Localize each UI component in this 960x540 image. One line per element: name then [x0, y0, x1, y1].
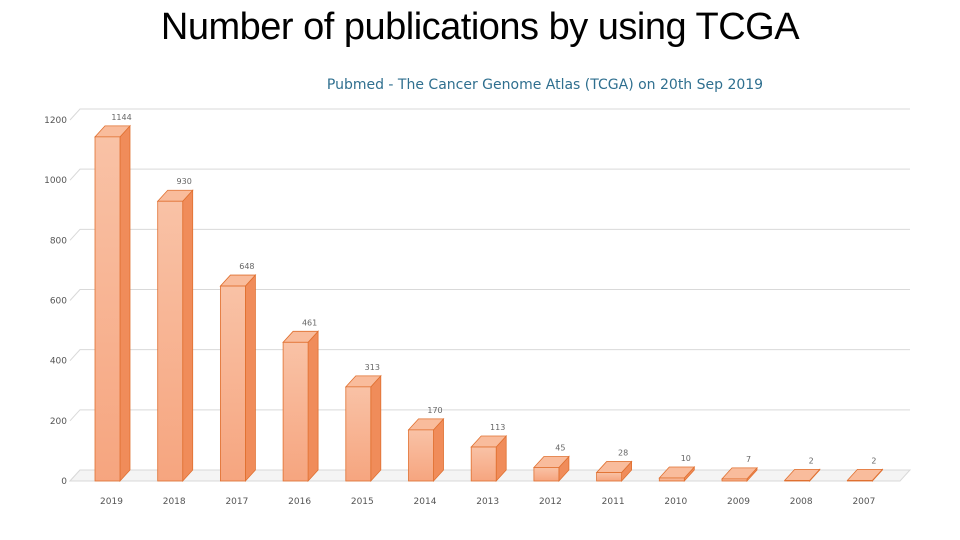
x-tick-label: 2012 [539, 497, 562, 507]
bar-side [370, 374, 382, 483]
bar-front [784, 479, 811, 482]
data-label: 28 [618, 449, 628, 458]
data-label: 313 [365, 363, 380, 372]
bar-2013 [470, 434, 508, 483]
bar-front [408, 429, 434, 482]
x-tick-label: 2018 [163, 497, 186, 507]
data-label: 648 [239, 262, 254, 271]
x-tick-label: 2011 [602, 497, 625, 507]
bar-front [470, 446, 497, 482]
bar-side [244, 274, 256, 483]
bar-2015 [344, 374, 382, 483]
x-tick-label: 2014 [414, 497, 437, 507]
bar-2010 [658, 465, 696, 483]
gridline [69, 409, 910, 422]
gridline [69, 349, 910, 362]
bar-2011 [595, 460, 633, 483]
bar-front [219, 285, 246, 482]
bar-front [658, 477, 685, 482]
y-tick-label: 1200 [44, 116, 67, 126]
bar-2008 [783, 468, 821, 483]
chart-title: Pubmed - The Cancer Genome Atlas (TCGA) … [326, 77, 764, 93]
data-label: 45 [555, 443, 565, 452]
bar-2012 [532, 455, 570, 483]
bar-2017 [219, 274, 257, 483]
bar-2007 [846, 468, 884, 483]
data-label: 930 [177, 177, 192, 186]
y-tick-label: 600 [50, 297, 67, 307]
data-label: 1144 [111, 113, 131, 122]
bar-2014 [407, 417, 445, 483]
bar-front [345, 386, 372, 482]
x-axis-ticks: 2019 2018 2017 2016 2015 2014 2013 2012 2011 2010… [100, 497, 875, 507]
data-label: 2 [871, 456, 876, 465]
bar-side [307, 330, 319, 483]
bar-front [721, 478, 748, 482]
gridline [69, 228, 910, 241]
bar-2009 [721, 466, 758, 483]
bar-front [94, 136, 121, 482]
x-tick-label: 2017 [225, 497, 248, 507]
x-tick-label: 2015 [351, 497, 374, 507]
slide-title: Number of publications by using TCGA [160, 6, 800, 48]
bar-front [596, 472, 622, 482]
bar-2016 [282, 330, 320, 483]
bar-front [157, 200, 184, 482]
y-tick-label: 400 [50, 357, 67, 367]
y-tick-label: 800 [50, 236, 67, 246]
data-labels: 1144 930 648 461 313 170 113 45 28 10 7 2 2 [111, 113, 876, 466]
data-label: 170 [427, 406, 442, 415]
data-label: 113 [490, 423, 505, 432]
x-tick-label: 2010 [664, 497, 687, 507]
gridline [69, 108, 910, 121]
bar-2019 [94, 124, 131, 483]
x-tick-label: 2007 [852, 497, 875, 507]
y-tick-label: 1000 [44, 176, 67, 186]
bars [94, 124, 884, 483]
y-axis-ticks: 0 200 400 600 800 1000 1200 [44, 116, 67, 487]
bar-side [182, 189, 194, 483]
gridline [69, 289, 910, 301]
x-tick-label: 2013 [476, 497, 499, 507]
data-label: 7 [746, 455, 751, 464]
data-label: 461 [302, 318, 317, 327]
x-tick-label: 2019 [100, 497, 123, 507]
bar-front [282, 341, 309, 482]
x-tick-label: 2016 [288, 497, 311, 507]
y-tick-label: 0 [61, 477, 67, 487]
x-tick-label: 2009 [727, 497, 750, 507]
data-label: 2 [809, 456, 814, 465]
x-tick-label: 2008 [790, 497, 813, 507]
data-label: 10 [681, 454, 691, 463]
bar-front [847, 479, 873, 482]
gridline [69, 168, 910, 181]
bar-front [533, 467, 560, 482]
bar-side [119, 124, 131, 483]
y-tick-label: 200 [50, 417, 67, 427]
bar-2018 [156, 189, 194, 483]
